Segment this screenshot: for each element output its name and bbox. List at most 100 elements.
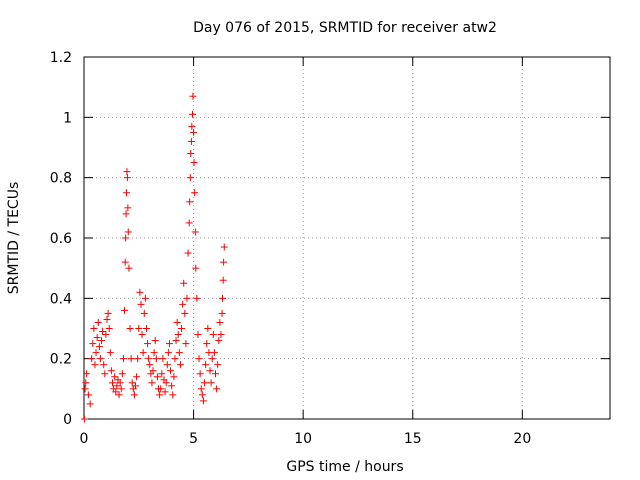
x-tick-label: 20 xyxy=(513,431,531,447)
x-tick-labels: 0 5 10 15 20 xyxy=(80,431,532,447)
data-point xyxy=(91,361,99,369)
data-point xyxy=(162,379,170,387)
y-tick-label: 1.2 xyxy=(50,50,72,66)
data-point xyxy=(204,325,212,332)
data-point xyxy=(190,128,198,136)
data-point xyxy=(108,379,116,387)
data-point xyxy=(188,122,196,130)
data-point xyxy=(117,385,125,393)
data-point xyxy=(167,367,175,375)
data-point xyxy=(213,385,221,393)
data-point xyxy=(208,355,216,363)
data-point xyxy=(128,379,136,387)
data-point xyxy=(192,264,200,272)
x-tick-label: 5 xyxy=(189,431,198,447)
data-point xyxy=(187,137,195,145)
data-point xyxy=(105,325,113,332)
data-point xyxy=(189,92,197,100)
data-point xyxy=(158,370,166,378)
data-point xyxy=(151,337,159,345)
data-point xyxy=(145,355,153,363)
data-point xyxy=(102,331,110,339)
plot-frame xyxy=(83,56,611,420)
x-axis-label: GPS time / hours xyxy=(286,459,403,475)
data-point xyxy=(209,331,217,339)
data-point xyxy=(148,379,156,387)
data-point xyxy=(152,355,160,363)
data-point xyxy=(142,325,150,332)
data-point xyxy=(201,379,209,387)
data-point xyxy=(176,361,184,369)
data-point xyxy=(112,388,120,396)
data-point xyxy=(83,370,91,378)
axis-ticks xyxy=(83,56,610,420)
data-point xyxy=(170,373,178,381)
data-point xyxy=(187,150,195,158)
data-point xyxy=(126,325,134,332)
data-point xyxy=(122,234,130,242)
chart-title: Day 076 of 2015, SRMTID for receiver atw… xyxy=(193,20,497,36)
y-tick-label: 0.8 xyxy=(50,171,72,187)
data-point xyxy=(88,355,96,363)
data-point xyxy=(116,379,124,387)
data-point xyxy=(218,309,226,317)
data-point xyxy=(122,210,130,218)
data-point xyxy=(121,306,129,314)
data-point xyxy=(90,325,98,332)
data-point xyxy=(168,382,176,390)
data-point xyxy=(197,385,205,393)
y-tick-labels: 0 0.2 0.4 0.6 0.8 1 1.2 xyxy=(50,50,72,428)
data-point xyxy=(190,159,198,167)
data-point xyxy=(181,309,189,317)
data-point xyxy=(165,340,173,348)
y-tick-label: 0 xyxy=(63,412,72,428)
data-point xyxy=(217,331,225,339)
data-point xyxy=(183,294,191,302)
data-point xyxy=(89,340,97,348)
data-point xyxy=(198,391,206,399)
data-point xyxy=(92,349,100,357)
data-point xyxy=(139,349,147,357)
data-point xyxy=(186,198,194,206)
data-point xyxy=(184,249,192,257)
data-point xyxy=(164,349,172,357)
data-point xyxy=(216,318,224,326)
data-point xyxy=(195,355,203,363)
data-point xyxy=(99,328,107,336)
data-point xyxy=(150,349,158,357)
data-point xyxy=(210,349,218,357)
data-point xyxy=(194,331,202,339)
data-point xyxy=(171,355,179,363)
data-point xyxy=(146,361,154,369)
data-point xyxy=(118,370,126,378)
data-point xyxy=(191,189,199,197)
data-point xyxy=(219,294,227,302)
data-point xyxy=(119,355,127,363)
data-point xyxy=(185,219,193,227)
x-tick-label: 0 xyxy=(80,431,89,447)
data-point xyxy=(203,340,211,348)
data-point xyxy=(135,325,143,332)
data-point xyxy=(80,415,88,423)
x-tick-label: 15 xyxy=(404,431,422,447)
data-point xyxy=(199,397,207,405)
data-point xyxy=(123,189,131,197)
x-tick-label: 10 xyxy=(294,431,312,447)
y-tick-label: 0.2 xyxy=(50,352,72,368)
data-point xyxy=(134,355,142,363)
y-tick-label: 0.6 xyxy=(50,231,72,247)
grid xyxy=(84,57,610,419)
data-point xyxy=(174,331,182,339)
y-tick-label: 1 xyxy=(63,110,72,126)
data-point xyxy=(98,337,106,345)
data-point xyxy=(138,331,146,339)
data-point xyxy=(220,258,228,266)
data-point xyxy=(206,367,214,375)
data-point xyxy=(157,385,165,393)
data-point xyxy=(123,168,131,176)
data-point xyxy=(104,309,112,317)
data-point xyxy=(130,391,138,399)
data-point xyxy=(123,174,131,182)
data-point xyxy=(163,361,171,369)
data-point xyxy=(95,343,103,351)
